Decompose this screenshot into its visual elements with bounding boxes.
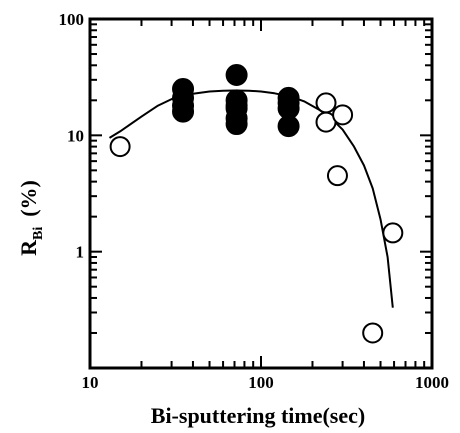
filled-data-point [225,113,248,136]
x-axis-title: Bi-sputtering time(sec) [151,403,365,428]
y-tick-label: 100 [59,10,85,29]
y-tick-label: 10 [67,126,84,145]
data-points [109,64,404,344]
open-data-point [326,165,348,187]
y-tick-label: 1 [76,243,85,262]
y-axis-title-sub: Bi [31,227,46,240]
tick-labels: 10 100 1000 1 10 100 [59,10,450,392]
filled-data-point [225,64,248,87]
y-axis-title-main: R [16,239,41,256]
filled-data-point [172,100,195,123]
open-data-point [315,92,337,114]
x-tick-label: 1000 [415,373,449,392]
x-tick-label: 10 [82,373,99,392]
filled-data-point [277,115,300,138]
open-data-point [362,322,384,344]
open-data-point [332,104,354,126]
open-data-point [109,136,131,158]
fit-curve [108,89,394,308]
fit-curve-layer [108,89,394,308]
svg-text:RBi(%): RBi (%) [16,180,46,256]
axes [88,17,434,370]
plot-frame [88,17,434,370]
y-axis-title: RBi (%) [16,180,46,256]
x-tick-label: 100 [248,373,274,392]
y-axis-title-unit: (%) [16,180,41,217]
filled-data-point [225,94,248,117]
open-data-point [382,222,404,244]
